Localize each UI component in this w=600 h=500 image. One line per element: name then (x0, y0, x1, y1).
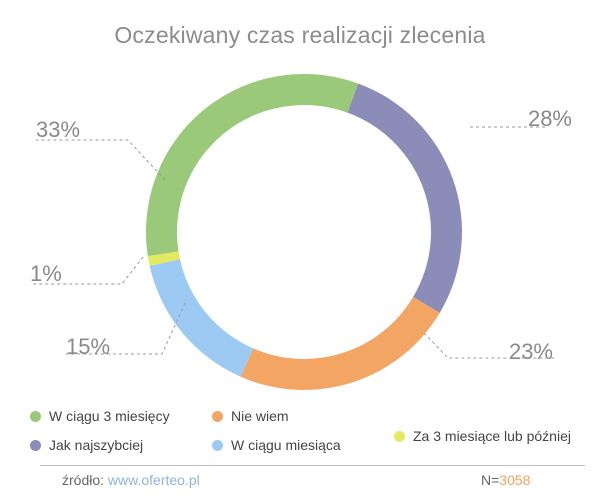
source-note: źródło: www.oferteo.pl (62, 472, 200, 488)
legend-item-jak-najszybciej: Jak najszybciej (30, 437, 143, 453)
sample-size-value: 3058 (499, 472, 531, 488)
leader-lines-layer (30, 126, 556, 359)
legend-swatch (394, 430, 405, 442)
chart-title: Oczekiwany czas realizacji zlecenia (114, 22, 486, 48)
slice-za-3-miesiace-lub-pozniej (147, 251, 180, 266)
legend-label: Nie wiem (231, 408, 289, 424)
slice-label-jak-najszybciej: 28% (528, 106, 572, 131)
source-label: źródło: (62, 472, 108, 488)
sample-size: N=3058 (481, 472, 530, 488)
slice-label-nie-wiem: 23% (509, 339, 553, 364)
slice-label-w-ciagu-miesiaca: 15% (66, 334, 110, 359)
source-link[interactable]: www.oferteo.pl (107, 472, 200, 488)
slice-nie-wiem (240, 297, 440, 391)
legend-label: W ciągu miesiąca (231, 437, 341, 453)
leader-line-w-ciagu-miesiaca (66, 302, 186, 355)
legend-swatch (30, 439, 41, 451)
legend-item-za-3-miesiace: Za 3 miesiące lub później (394, 428, 571, 444)
legend-item-w-ciagu-3-miesiecy: W ciągu 3 miesięcy (30, 408, 170, 424)
legend-item-w-ciagu-miesiaca: W ciągu miesiąca (212, 437, 341, 453)
legend-item-nie-wiem: Nie wiem (212, 408, 289, 424)
legend-swatch (212, 439, 223, 451)
slice-w-ciagu-miesiaca (149, 259, 254, 377)
labels-layer: 28% 23% 15% 1% 33% (30, 106, 572, 364)
legend-label: Jak najszybciej (49, 437, 144, 453)
legend-swatch (212, 410, 223, 422)
leader-line-w-ciagu-3-miesiecy (36, 139, 166, 181)
legend-label: W ciągu 3 miesięcy (49, 408, 170, 424)
legend-label: Za 3 miesiące lub później (413, 428, 571, 444)
slices-layer (145, 73, 463, 391)
footer-divider (40, 465, 585, 466)
slice-w-ciagu-3-miesiecy (145, 73, 359, 257)
legend-swatch (30, 410, 41, 422)
slice-label-w-ciagu-3-miesiecy: 33% (36, 117, 80, 142)
slice-label-za-3-miesiace: 1% (30, 261, 62, 286)
sample-size-label: N= (481, 472, 500, 488)
slice-jak-najszybciej (347, 83, 463, 313)
